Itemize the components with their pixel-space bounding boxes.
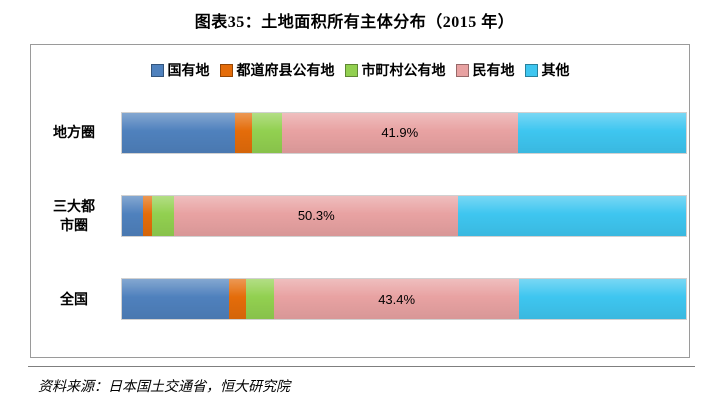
source-note: 资料来源：日本国土交通省，恒大研究院 <box>38 380 290 395</box>
chart-area: 国有地 都道府县公有地 市町村公有地 民有地 其他 地方圈 41.9% 三大都市圈 50.3%… <box>30 44 690 358</box>
segment-private: 43.4% <box>274 279 520 320</box>
bar-row-national: 全国 43.4% <box>31 278 687 321</box>
legend-item-state-owned: 国有地 <box>150 60 210 80</box>
segment-prefecture-public <box>229 279 247 320</box>
plot: 地方圈 41.9% 三大都市圈 50.3% 全国 43.4% <box>31 83 689 357</box>
legend-swatch-other <box>524 63 538 77</box>
legend-swatch-prefecture-public <box>219 63 233 77</box>
legend-label-private: 民有地 <box>472 62 515 78</box>
bar-row-local-area: 地方圈 41.9% <box>31 111 687 154</box>
category-label-three-metro: 三大都市圈 <box>53 198 95 233</box>
legend-item-private: 民有地 <box>455 60 515 80</box>
stacked-bar-local-area: 41.9% <box>121 111 687 154</box>
legend-swatch-private <box>455 63 469 77</box>
segment-other <box>458 195 686 236</box>
bar-row-three-metro: 三大都市圈 50.3% <box>31 194 687 237</box>
legend-label-other: 其他 <box>541 62 570 78</box>
segment-municipal-public <box>251 112 282 153</box>
legend-item-prefecture-public: 都道府县公有地 <box>219 60 335 80</box>
legend: 国有地 都道府县公有地 市町村公有地 民有地 其他 <box>31 45 689 83</box>
legend-swatch-municipal-public <box>344 63 358 77</box>
category-label-local-area: 地方圈 <box>53 124 95 141</box>
segment-prefecture-public <box>234 112 252 153</box>
legend-item-municipal-public: 市町村公有地 <box>344 60 446 80</box>
data-label-local-area: 41.9% <box>381 125 419 141</box>
stacked-bar-three-metro: 50.3% <box>121 194 687 237</box>
segment-municipal-public <box>246 279 275 320</box>
legend-swatch-state-owned <box>150 63 164 77</box>
segment-municipal-public <box>151 195 175 236</box>
category-label-national: 全国 <box>60 290 88 307</box>
legend-item-other: 其他 <box>524 60 570 80</box>
segment-private: 41.9% <box>281 112 518 153</box>
segment-other <box>517 112 686 153</box>
chart-title: 图表35：土地面积所有主体分布（2015 年） <box>194 14 515 31</box>
legend-label-state-owned: 国有地 <box>167 62 210 78</box>
legend-label-municipal-public: 市町村公有地 <box>361 62 446 78</box>
data-label-three-metro: 50.3% <box>297 208 335 224</box>
stacked-bar-national: 43.4% <box>121 278 687 321</box>
segment-state-owned <box>122 279 230 320</box>
segment-state-owned <box>122 195 143 236</box>
segment-private: 50.3% <box>174 195 459 236</box>
segment-other <box>519 279 686 320</box>
footer-divider <box>28 366 695 367</box>
legend-label-prefecture-public: 都道府县公有地 <box>236 62 335 78</box>
data-label-national: 43.4% <box>378 291 416 307</box>
segment-prefecture-public <box>142 195 152 236</box>
segment-state-owned <box>122 112 235 153</box>
